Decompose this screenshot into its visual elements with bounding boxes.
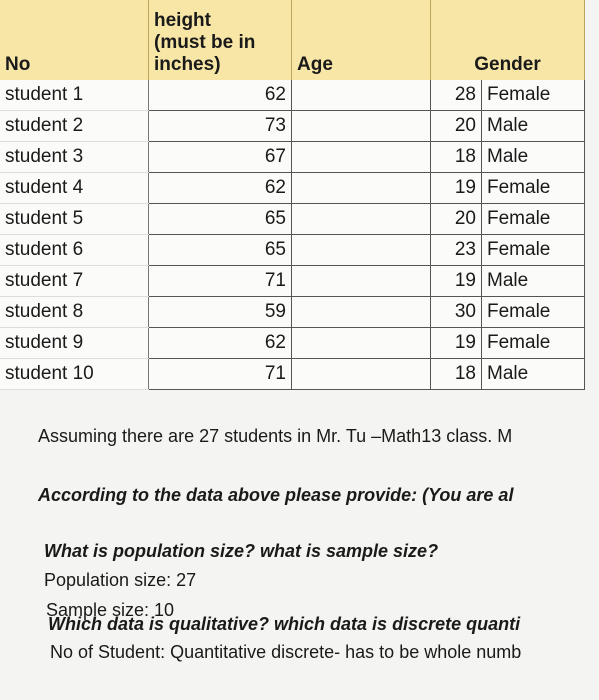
table-cell: 71 xyxy=(148,358,292,390)
table-cell: 18 xyxy=(430,358,482,390)
table-cell: student 4 xyxy=(0,172,149,204)
table-cell: 73 xyxy=(148,110,292,142)
table-cell: student 2 xyxy=(0,110,149,142)
table-cell: 62 xyxy=(148,80,292,111)
table-cell xyxy=(291,110,431,142)
table-cell: student 7 xyxy=(0,265,149,297)
table-row: student 2 73 20 Male xyxy=(0,110,585,142)
table-cell: student 9 xyxy=(0,327,149,359)
note: No of Student: Quantitative discrete- ha… xyxy=(50,642,522,662)
table-cell: student 10 xyxy=(0,358,149,390)
table-cell: 62 xyxy=(148,172,292,204)
table-cell xyxy=(291,296,431,328)
table-cell xyxy=(291,203,431,235)
header-cell: height (must be in inches) xyxy=(148,0,292,80)
table-cell: 20 xyxy=(430,203,482,235)
table-cell: 28 xyxy=(430,80,482,111)
table-cell: 59 xyxy=(148,296,292,328)
table-cell: 65 xyxy=(148,203,292,235)
header-cell: No xyxy=(0,0,149,80)
table-cell: 67 xyxy=(148,141,292,173)
note: Population size: 27 xyxy=(44,570,197,590)
table-cell: Male xyxy=(481,141,585,173)
table-row: student 8 59 30 Female xyxy=(0,296,585,328)
table-row: student 10 71 18 Male xyxy=(0,358,585,390)
table-cell: Male xyxy=(481,265,585,297)
header-cell: Age xyxy=(291,0,431,80)
table-cell: 19 xyxy=(430,327,482,359)
table-cell: 19 xyxy=(430,265,482,297)
table-cell: Male xyxy=(481,110,585,142)
note: Sample size: 10 xyxy=(46,600,175,620)
header-cell: Gender xyxy=(430,0,585,80)
table-row: student 9 62 19 Female xyxy=(0,327,585,359)
table-cell: 71 xyxy=(148,265,292,297)
table-cell xyxy=(291,327,431,359)
table-row: student 4 62 19 Female xyxy=(0,172,585,204)
table-cell xyxy=(291,358,431,390)
note: Assuming there are 27 students in Mr. Tu… xyxy=(38,426,513,446)
note: Which data is qualitative? which data is… xyxy=(48,614,521,634)
table-cell: 19 xyxy=(430,172,482,204)
table-cell: 20 xyxy=(430,110,482,142)
table-row: student 1 62 28 Female xyxy=(0,80,585,111)
table-cell: student 6 xyxy=(0,234,149,266)
table-row: student 7 71 19 Male xyxy=(0,265,585,297)
header-row: No height (must be in inches) Age Gender xyxy=(0,0,585,80)
table-cell xyxy=(291,234,431,266)
table-cell: Female xyxy=(481,80,585,111)
data-table: No height (must be in inches) Age Gender… xyxy=(0,0,585,390)
table-cell: Female xyxy=(481,327,585,359)
table-row: student 6 65 23 Female xyxy=(0,234,585,266)
table-cell: Female xyxy=(481,234,585,266)
table-cell: 30 xyxy=(430,296,482,328)
table-cell: student 1 xyxy=(0,80,149,111)
table-row: student 3 67 18 Male xyxy=(0,141,585,173)
table-cell: student 8 xyxy=(0,296,149,328)
table-cell: student 3 xyxy=(0,141,149,173)
table-cell: Female xyxy=(481,203,585,235)
table-cell xyxy=(291,141,431,173)
table-row: student 5 65 20 Female xyxy=(0,203,585,235)
table-cell xyxy=(291,80,431,111)
table-cell: Female xyxy=(481,172,585,204)
table-cell xyxy=(291,172,431,204)
table-cell xyxy=(291,265,431,297)
table-cell: student 5 xyxy=(0,203,149,235)
note: According to the data above please provi… xyxy=(38,485,514,505)
table-cell: 18 xyxy=(430,141,482,173)
note: What is population size? what is sample … xyxy=(44,541,439,561)
table-cell: Female xyxy=(481,296,585,328)
table-cell: 23 xyxy=(430,234,482,266)
table-cell: 65 xyxy=(148,234,292,266)
table-cell: Male xyxy=(481,358,585,390)
table-cell: 62 xyxy=(148,327,292,359)
